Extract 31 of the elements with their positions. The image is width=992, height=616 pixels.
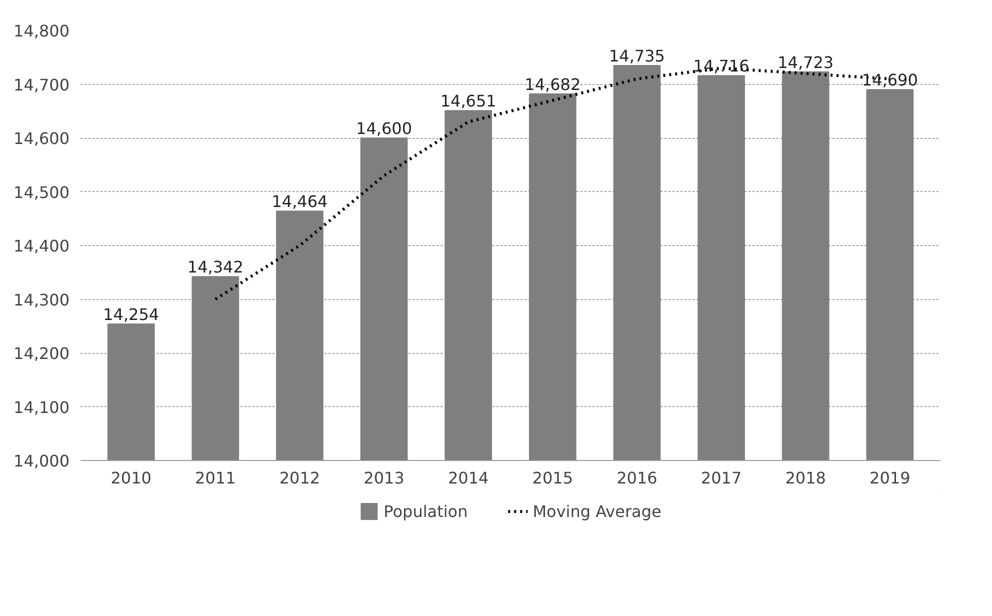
- x-tick-label: 2018: [785, 468, 826, 488]
- data-label: 14,600: [356, 119, 412, 138]
- x-tick-label: 2014: [448, 468, 489, 488]
- x-tick-label: 2016: [616, 468, 658, 488]
- x-tick-label: 2015: [532, 468, 574, 488]
- data-label: 14,342: [187, 258, 244, 277]
- y-tick-label: 14,000: [14, 452, 70, 470]
- y-tick-label: 14,300: [14, 290, 70, 310]
- data-label: 14,464: [272, 192, 328, 212]
- data-label: 14,716: [693, 56, 750, 76]
- y-tick-label: 14,200: [14, 344, 70, 363]
- y-tick-label: 14,100: [14, 398, 70, 417]
- data-label: 14,690: [862, 70, 918, 90]
- data-label: 14,254: [103, 304, 160, 324]
- y-tick-label: 14,800: [14, 22, 70, 40]
- x-tick-label: 2019: [870, 468, 910, 488]
- data-label: 14,723: [778, 52, 834, 72]
- y-tick-label: 14,600: [14, 129, 70, 148]
- x-tick-label: 2013: [364, 468, 404, 488]
- x-tick-label: 2012: [279, 468, 320, 488]
- x-tick-label: 2011: [195, 468, 236, 488]
- data-label: 14,735: [608, 46, 665, 66]
- data-label: 14,651: [440, 92, 496, 111]
- x-tick-label: 2017: [700, 468, 742, 488]
- x-tick-label: 2010: [110, 468, 152, 488]
- data-label: 14,682: [524, 74, 581, 94]
- legend-label: Moving Average: [532, 502, 662, 520]
- y-tick-label: 14,400: [14, 236, 70, 256]
- legend-label: Population: [384, 502, 468, 520]
- y-tick-label: 14,500: [14, 182, 70, 202]
- y-tick-label: 14,700: [14, 75, 70, 94]
